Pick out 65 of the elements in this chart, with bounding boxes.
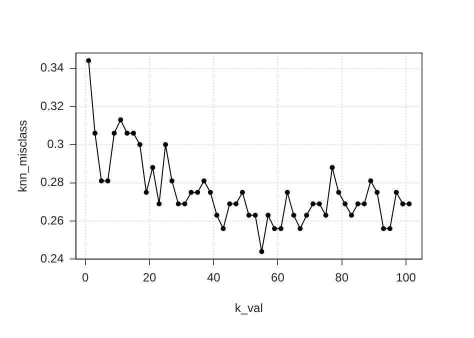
point xyxy=(304,212,310,218)
point xyxy=(348,212,354,218)
y-tick-label: 0.24 xyxy=(40,252,64,266)
point xyxy=(284,190,290,195)
point xyxy=(124,130,130,136)
point xyxy=(214,212,220,218)
y-tick-label: 0.3 xyxy=(47,136,64,151)
x-axis-title: k_val xyxy=(234,301,263,316)
point xyxy=(272,226,278,232)
point xyxy=(234,201,239,206)
point xyxy=(291,212,296,218)
point xyxy=(278,226,284,232)
point xyxy=(310,201,316,206)
point xyxy=(381,226,386,232)
point xyxy=(144,190,149,195)
point xyxy=(118,117,124,122)
x-tick-label: 80 xyxy=(335,270,349,285)
point xyxy=(323,212,328,218)
x-tick-label: 0 xyxy=(82,270,90,285)
point xyxy=(156,201,162,206)
point xyxy=(176,201,181,206)
point xyxy=(169,178,174,184)
point xyxy=(355,201,360,206)
point xyxy=(188,190,194,195)
point xyxy=(105,178,110,184)
y-tick-label: 0.26 xyxy=(40,213,64,228)
point xyxy=(252,212,258,218)
point xyxy=(130,130,136,136)
point xyxy=(266,212,271,218)
point xyxy=(98,178,104,184)
point xyxy=(406,201,412,206)
point xyxy=(112,130,117,136)
point xyxy=(137,142,142,148)
point xyxy=(374,190,380,195)
point xyxy=(298,226,303,232)
y-tick-label: 0.32 xyxy=(40,98,64,113)
point xyxy=(362,201,367,206)
point xyxy=(316,201,322,206)
point xyxy=(259,249,264,254)
y-tick-label: 0.34 xyxy=(40,60,64,75)
x-tick-label: 20 xyxy=(142,270,156,285)
point xyxy=(336,190,342,195)
point xyxy=(394,190,399,195)
point xyxy=(163,142,168,148)
point xyxy=(246,212,252,218)
point xyxy=(240,190,245,195)
point xyxy=(208,190,213,195)
x-tick-label: 100 xyxy=(396,270,416,285)
point xyxy=(400,201,406,206)
point xyxy=(342,201,348,206)
x-tick-label: 40 xyxy=(206,270,221,285)
point xyxy=(387,226,392,232)
point xyxy=(227,201,232,206)
point xyxy=(195,190,200,195)
point xyxy=(220,226,226,232)
point xyxy=(182,201,188,206)
point xyxy=(330,165,335,170)
point xyxy=(92,130,98,136)
point xyxy=(86,58,92,64)
point xyxy=(150,165,156,170)
y-tick-label: 0.28 xyxy=(40,175,64,190)
point xyxy=(201,178,206,184)
y-axis-title: knn_misclass xyxy=(16,120,30,192)
x-tick-label: 60 xyxy=(271,270,285,285)
point xyxy=(368,178,374,184)
